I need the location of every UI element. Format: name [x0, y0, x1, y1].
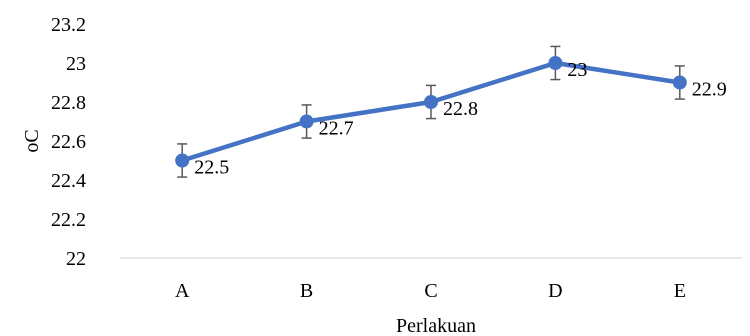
- data-label: 22.9: [692, 79, 727, 101]
- y-tick-label: 22.8: [51, 92, 86, 114]
- y-axis-tick-labels: 22 22.2 22.4 22.6 22.8 23 23.2: [51, 14, 86, 270]
- x-tick-label: E: [674, 280, 686, 302]
- y-tick-label: 22.6: [51, 131, 86, 153]
- x-tick-label: D: [548, 280, 562, 302]
- x-tick-label: B: [300, 280, 313, 302]
- x-tick-label: A: [175, 280, 190, 302]
- x-tick-label: C: [424, 280, 437, 302]
- data-point: [424, 95, 438, 109]
- data-label: 23: [567, 59, 587, 81]
- x-axis-title: Perlakuan: [396, 315, 476, 336]
- error-bars: [177, 45, 685, 178]
- y-tick-label: 22.4: [51, 170, 86, 192]
- data-label: 22.7: [319, 118, 354, 140]
- data-point: [672, 75, 687, 90]
- data-label: 22.5: [194, 157, 229, 179]
- y-tick-label: 23: [66, 53, 86, 75]
- data-point: [175, 153, 190, 168]
- x-axis-tick-labels: A B C D E: [175, 280, 686, 302]
- y-axis-title: oC: [21, 129, 43, 152]
- data-labels: 22.5 22.7 22.8 23 22.9: [194, 59, 727, 179]
- data-point: [548, 56, 563, 70]
- y-tick-label: 22.2: [51, 209, 86, 231]
- y-tick-label: 23.2: [51, 14, 86, 36]
- data-points: [175, 56, 687, 168]
- data-label: 22.8: [443, 98, 478, 120]
- data-point: [299, 114, 314, 129]
- y-tick-label: 22: [66, 248, 86, 270]
